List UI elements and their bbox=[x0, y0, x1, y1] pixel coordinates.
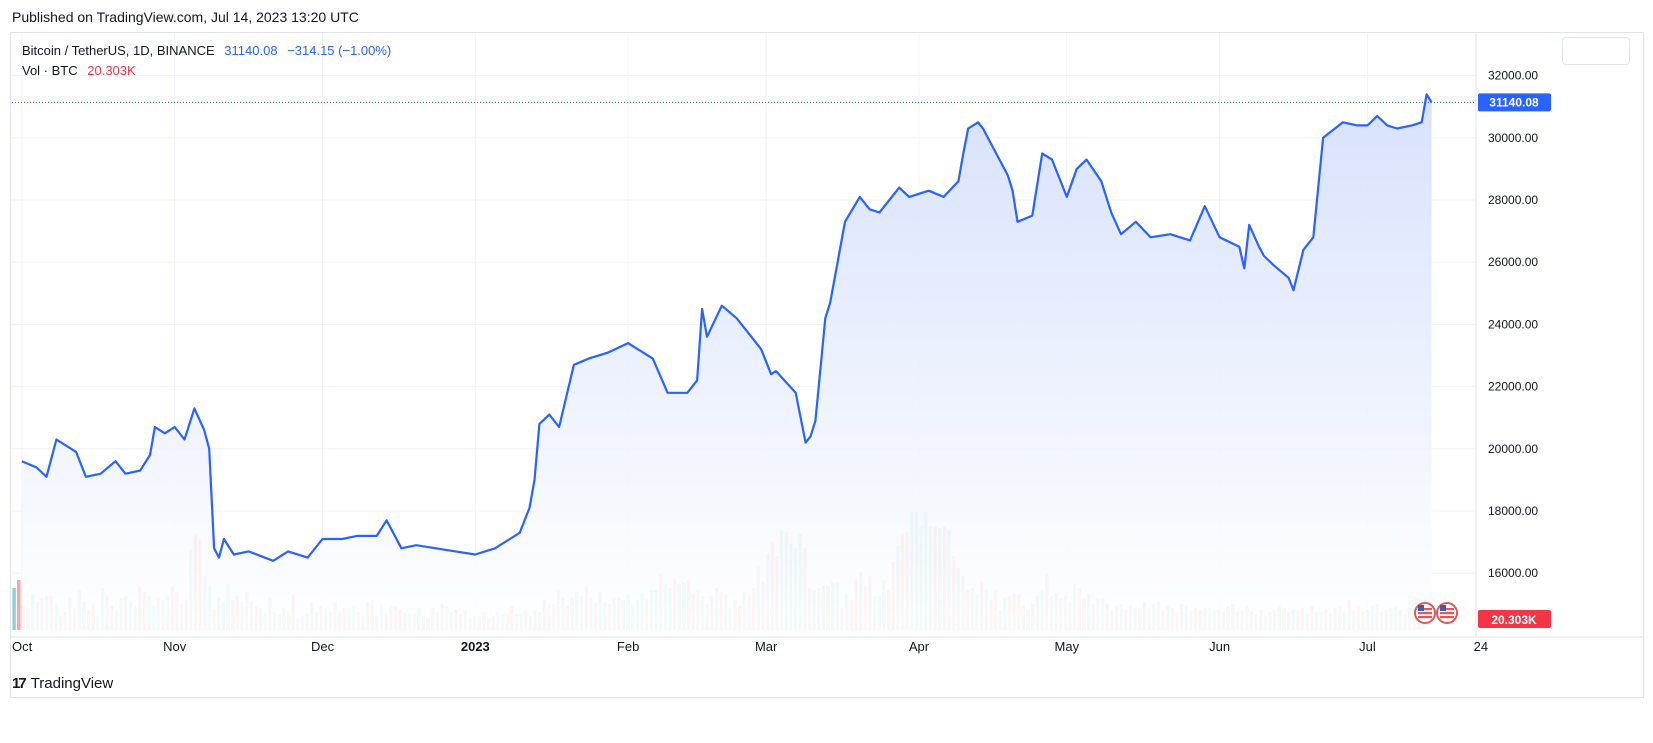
y-tick-label: 20000.00 bbox=[1488, 442, 1538, 456]
y-tick-label: 24000.00 bbox=[1488, 317, 1538, 331]
volume-legend: Vol · BTC 20.303K bbox=[22, 63, 136, 78]
y-tick-label: 30000.00 bbox=[1488, 131, 1538, 145]
x-tick-label: Jun bbox=[1209, 639, 1230, 654]
flag-stripe bbox=[1440, 612, 1454, 615]
last-price-value: 31140.08 bbox=[224, 43, 278, 58]
flag-canton bbox=[1440, 605, 1446, 611]
x-tick-label: Feb bbox=[617, 639, 639, 654]
flag-stripe bbox=[1440, 608, 1454, 611]
y-tick-label: 26000.00 bbox=[1488, 255, 1538, 269]
y-tick-label: 16000.00 bbox=[1488, 566, 1538, 580]
last-volume-tag-label: 20.303K bbox=[1491, 613, 1537, 627]
y-tick-label: 18000.00 bbox=[1488, 504, 1538, 518]
footer: 17 TradingView bbox=[12, 675, 113, 692]
x-tick-label: Dec bbox=[311, 639, 335, 654]
volume-value: 20.303K bbox=[87, 63, 136, 78]
flag-canton bbox=[1418, 605, 1424, 611]
footer-brand[interactable]: TradingView bbox=[30, 675, 114, 692]
price-change-value: −314.15 (−1.00%) bbox=[287, 43, 392, 58]
x-tick-label: May bbox=[1055, 639, 1080, 654]
symbol-title[interactable]: Bitcoin / TetherUS, 1D, BINANCE bbox=[22, 43, 215, 58]
flag-stripe bbox=[1440, 616, 1454, 619]
chart-frame bbox=[10, 32, 1644, 698]
volume-title[interactable]: Vol · BTC bbox=[22, 63, 78, 78]
published-caption: Published on TradingView.com, Jul 14, 20… bbox=[12, 9, 359, 25]
last-price-tag bbox=[1478, 93, 1551, 112]
x-tick-label: 2023 bbox=[461, 639, 490, 654]
x-tick-label: Jul bbox=[1359, 639, 1376, 654]
x-tick-label: Mar bbox=[755, 639, 778, 654]
tradingview-logo-icon[interactable]: 17 bbox=[12, 675, 27, 692]
volume-bar bbox=[17, 580, 21, 630]
x-tick-label: Nov bbox=[163, 639, 187, 654]
y-tick-label: 28000.00 bbox=[1488, 193, 1538, 207]
volume-bar bbox=[12, 588, 16, 630]
y-tick-label: 32000.00 bbox=[1488, 69, 1538, 83]
last-volume-tag bbox=[1478, 610, 1551, 628]
x-tick-label: Oct bbox=[12, 639, 33, 654]
flag-stripe bbox=[1418, 616, 1432, 619]
flag-stripe bbox=[1418, 612, 1432, 615]
flag-stripe bbox=[1418, 608, 1432, 611]
x-tick-label: Apr bbox=[909, 639, 930, 654]
last-price-tag-label: 31140.08 bbox=[1489, 95, 1539, 109]
settings-box[interactable] bbox=[1562, 37, 1630, 65]
symbol-legend: Bitcoin / TetherUS, 1D, BINANCE 31140.08… bbox=[22, 43, 391, 58]
price-area-fill bbox=[21, 94, 1432, 631]
x-tick-label: 24 bbox=[1474, 639, 1488, 654]
price-line[interactable] bbox=[21, 93, 1433, 562]
y-tick-label: 22000.00 bbox=[1488, 380, 1538, 394]
